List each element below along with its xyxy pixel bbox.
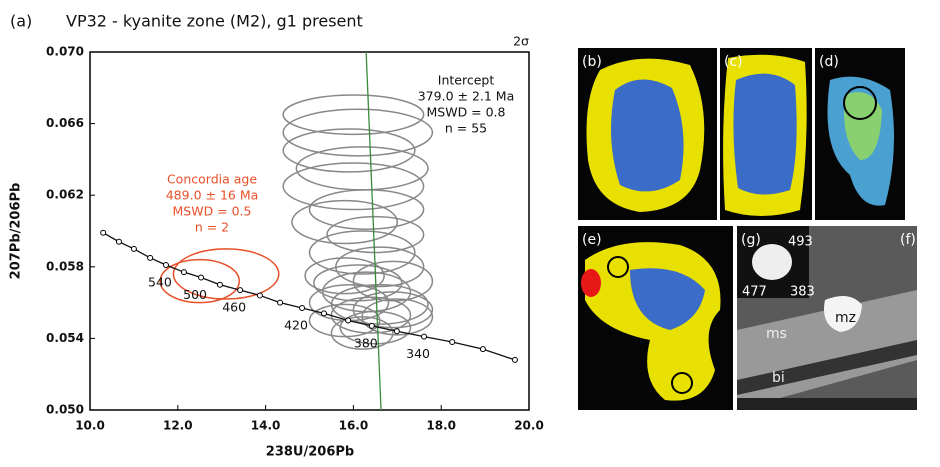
concordia-point [393,328,400,335]
error-ellipse [352,260,434,302]
x-tick-label: 12.0 [163,419,193,433]
error-ellipse [326,215,425,254]
concordia-point [162,262,169,269]
y-tick-label: 0.062 [46,188,84,202]
x-tick-label: 18.0 [426,419,456,433]
error-ellipse [352,291,434,329]
error-ellipse [304,257,385,295]
concordia-point [479,346,486,353]
y-tick-label: 0.050 [46,403,84,417]
mineral-label: mz [835,310,856,326]
concordia-point [299,304,306,311]
discordia-line [365,51,382,411]
concordia-point [345,317,352,324]
intercept-text: n = 55 [445,121,487,136]
concordia-point [256,292,263,299]
panel-label: (a) [10,12,32,31]
intercept-text: 379.0 ± 2.1 Ma [418,89,515,104]
concordia-point [368,322,375,329]
grain-c-core [733,73,797,195]
x-tick-label: 14.0 [251,419,281,433]
spot-age: 383 [790,285,815,300]
error-ellipse [308,189,425,230]
error-ellipse [282,162,425,211]
x-axis-label: 238U/206Pb [266,445,354,460]
concordia-point [115,238,122,245]
red-zone [581,269,601,297]
age-label: 420 [284,317,308,332]
intercept-text: Intercept [438,73,495,88]
concordia-age-text: n = 2 [195,220,229,235]
y-tick-label: 0.066 [46,116,84,130]
panel-label: (f) [900,232,916,248]
concordia-point [130,245,137,252]
mineral-label: ms [766,326,787,342]
y-tick-label: 0.070 [46,45,84,59]
error-ellipse [159,258,241,304]
spot [843,86,877,120]
panel-label: (d) [819,54,839,70]
error-ellipse [339,310,412,345]
spot [671,372,693,394]
concordia-age-text: MSWD = 0.5 [172,204,251,219]
concordia-point [180,269,187,276]
y-axis-label: 207Pb/206Pb [9,183,24,280]
error-ellipse [308,230,416,275]
concordia-point [277,299,284,306]
age-label: 500 [183,287,207,302]
sigma-label: 2σ [513,34,529,49]
error-ellipse [282,94,425,136]
error-ellipse [282,108,434,157]
concordia-point [198,274,205,281]
error-ellipse [291,199,399,245]
spot-age: 493 [788,235,813,250]
monazite [824,296,862,332]
age-label: 460 [222,300,246,315]
bi-band [737,340,917,395]
chart-title: VP32 - kyanite zone (M2), g1 present [66,12,363,31]
panel-label: (b) [582,54,602,70]
concordia-point [147,254,154,261]
image-panels [578,48,917,410]
grain-d-core [844,92,882,160]
age-label: 340 [406,346,430,361]
concordia-point [320,310,327,317]
y-tick-label: 0.054 [46,331,84,345]
panel-label: (c) [724,54,743,70]
error-ellipse [172,248,280,300]
plot-frame [89,51,530,411]
spot [607,256,629,278]
error-ellipse [330,316,394,350]
panel-label: (g) [741,232,761,248]
age-label: 540 [148,275,172,290]
concordia-age-text: Concordia age [167,172,257,187]
concordia-point [100,229,107,236]
intercept-text: MSWD = 0.8 [426,105,505,120]
concordia-point [421,333,428,340]
concordia-point [237,287,244,294]
mineral-label: bi [772,370,785,386]
x-tick-label: 16.0 [339,419,369,433]
concordia-point [216,281,223,288]
spot-age: 477 [742,285,767,300]
concordia-age-text: 489.0 ± 16 Ma [166,188,259,203]
age-label: 380 [354,335,378,350]
concordia-point [449,338,456,345]
sem-footer [737,398,917,410]
error-ellipse [282,128,416,173]
y-tick-label: 0.058 [46,259,84,273]
x-tick-label: 10.0 [75,419,105,433]
grain-e-core [630,268,705,330]
grain-b-core [611,79,684,192]
monazite-zoom [752,244,792,280]
panel-label: (e) [582,232,602,248]
concordia-point [511,356,518,363]
x-tick-label: 20.0 [514,419,544,433]
